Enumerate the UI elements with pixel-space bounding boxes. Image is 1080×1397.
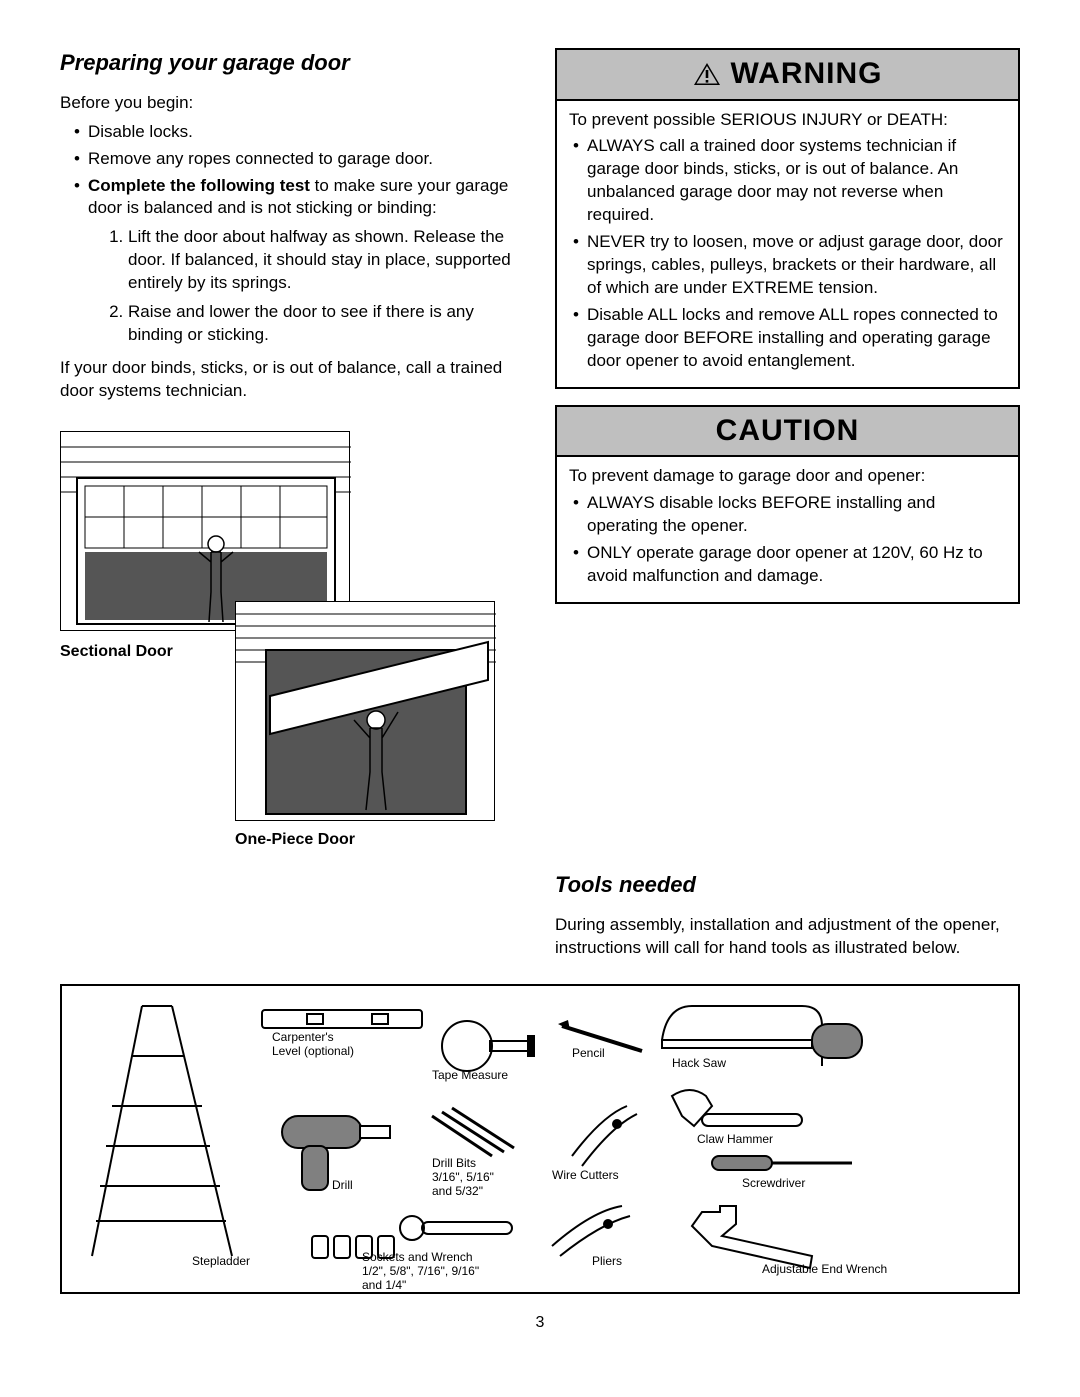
heading-preparing: Preparing your garage door xyxy=(60,48,525,78)
caution-title: CAUTION xyxy=(716,411,860,452)
label-adjwrench: Adjustable End Wrench xyxy=(762,1262,887,1276)
closing-text: If your door binds, sticks, or is out of… xyxy=(60,357,525,403)
caution-intro: To prevent damage to garage door and ope… xyxy=(569,465,1006,488)
label-level: Carpenter's Level (optional) xyxy=(272,1030,354,1059)
label-screwdriver: Screwdriver xyxy=(742,1176,805,1190)
warning-box: WARNING To prevent possible SERIOUS INJU… xyxy=(555,48,1020,389)
label-clawhammer: Claw Hammer xyxy=(697,1132,773,1146)
intro-before-begin: Before you begin: xyxy=(60,92,525,115)
test-steps: Lift the door about halfway as shown. Re… xyxy=(88,226,525,347)
label-tape: Tape Measure xyxy=(432,1068,508,1082)
page-number: 3 xyxy=(60,1312,1020,1334)
tools-intro: During assembly, installation and adjust… xyxy=(555,914,1020,960)
list-item: ALWAYS call a trained door systems techn… xyxy=(573,135,1006,227)
warning-header: WARNING xyxy=(557,50,1018,101)
list-item: Complete the following test to make sure… xyxy=(74,175,525,348)
prep-bullets: Disable locks. Remove any ropes connecte… xyxy=(60,121,525,347)
warning-intro: To prevent possible SERIOUS INJURY or DE… xyxy=(569,109,1006,132)
caution-box: CAUTION To prevent damage to garage door… xyxy=(555,405,1020,604)
list-item: Raise and lower the door to see if there… xyxy=(128,301,525,347)
label-bits: Drill Bits 3/16", 5/16" and 5/32" xyxy=(432,1156,494,1199)
list-item: NEVER try to loosen, move or adjust gara… xyxy=(573,231,1006,300)
list-item: Disable ALL locks and remove ALL ropes c… xyxy=(573,304,1006,373)
list-item: Remove any ropes connected to garage doo… xyxy=(74,148,525,171)
warning-body: To prevent possible SERIOUS INJURY or DE… xyxy=(557,101,1018,387)
label-pencil: Pencil xyxy=(572,1046,605,1060)
list-item: Disable locks. xyxy=(74,121,525,144)
warning-title: WARNING xyxy=(731,54,883,95)
label-pliers: Pliers xyxy=(592,1254,622,1268)
label-drill: Drill xyxy=(332,1178,353,1192)
warning-icon xyxy=(693,62,721,86)
right-column: WARNING To prevent possible SERIOUS INJU… xyxy=(555,48,1020,970)
door-figures: Sectional Door xyxy=(60,431,525,861)
heading-tools: Tools needed xyxy=(555,870,1020,900)
left-column: Preparing your garage door Before you be… xyxy=(60,48,525,970)
figure-one-piece-door xyxy=(235,601,495,821)
label-stepladder: Stepladder xyxy=(192,1254,250,1268)
label-hacksaw: Hack Saw xyxy=(672,1056,726,1070)
caution-body: To prevent damage to garage door and ope… xyxy=(557,457,1018,602)
label-onepiece: One-Piece Door xyxy=(235,829,355,851)
list-item: ALWAYS disable locks BEFORE installing a… xyxy=(573,492,1006,538)
list-item: ONLY operate garage door opener at 120V,… xyxy=(573,542,1006,588)
tools-figure: Stepladder Carpenter's Level (optional) … xyxy=(60,984,1020,1294)
label-sectional: Sectional Door xyxy=(60,641,173,663)
label-sockets: Sockets and Wrench 1/2", 5/8", 7/16", 9/… xyxy=(362,1250,479,1293)
test-lead-bold: Complete the following test xyxy=(88,176,310,195)
label-wirecutters: Wire Cutters xyxy=(552,1168,619,1182)
list-item: Lift the door about halfway as shown. Re… xyxy=(128,226,525,295)
caution-header: CAUTION xyxy=(557,407,1018,458)
